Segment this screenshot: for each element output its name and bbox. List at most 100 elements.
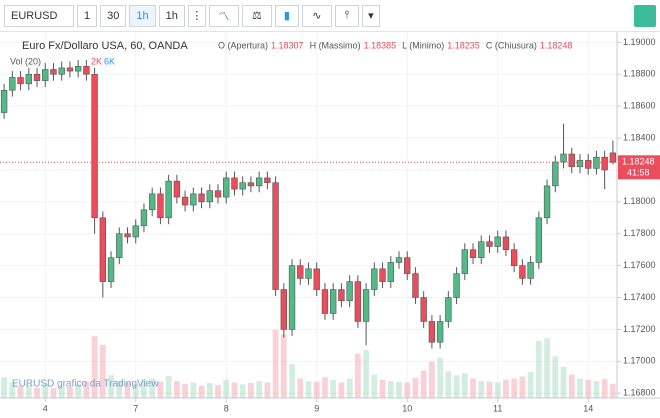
volume-bar	[1, 377, 7, 398]
candles	[0, 59, 617, 349]
candle-body	[412, 273, 419, 298]
candle-body	[50, 69, 57, 75]
volume-bar	[132, 383, 139, 398]
volume-bar	[239, 384, 246, 398]
volume-bar	[445, 371, 452, 398]
candle-body	[58, 67, 65, 75]
volume-bar	[198, 385, 205, 398]
snapshot-button[interactable]	[634, 5, 656, 27]
volume-bar	[412, 377, 419, 398]
volume-bar	[75, 384, 82, 398]
candle-body	[527, 262, 534, 279]
volume-bar	[560, 366, 567, 398]
volume-bar	[519, 376, 526, 398]
volume-bar	[313, 381, 320, 398]
ohlc-label: H (Massimo)	[310, 40, 361, 50]
volume-bar	[322, 377, 328, 398]
volume-bar	[231, 382, 238, 398]
candle-body	[42, 69, 49, 81]
candle-body	[445, 297, 452, 322]
y-tick-label: 1.17600	[623, 260, 656, 270]
interval-button[interactable]: 30	[100, 4, 127, 27]
y-tick-label: 1.18400	[623, 132, 656, 142]
bar-style-button[interactable]: ⫯	[334, 4, 359, 27]
volume-bar	[330, 379, 337, 398]
candle-body	[99, 217, 107, 282]
candle-body	[25, 73, 32, 85]
volume-bar	[25, 385, 32, 398]
interval-button[interactable]: 1	[77, 4, 98, 27]
interval-button[interactable]: 1h	[129, 4, 156, 27]
candle-body	[140, 209, 148, 227]
dropdown-button[interactable]: ▾	[361, 4, 380, 27]
candle-body	[609, 152, 617, 163]
volume-bar	[116, 381, 123, 398]
volume-bar	[272, 329, 279, 398]
volume-stat: 2K	[91, 56, 102, 66]
candle-body	[116, 233, 123, 258]
countdown-label: 41:58	[627, 168, 650, 178]
candle-body	[395, 257, 403, 263]
candle-body	[206, 190, 213, 203]
volume-bar	[494, 382, 501, 398]
candle-body	[453, 273, 460, 298]
volume-bar	[223, 379, 230, 398]
y-tick-label: 1.17000	[623, 356, 656, 366]
volume-bar	[404, 382, 411, 398]
candle-body	[190, 193, 197, 206]
indicator-button[interactable]: 〽	[208, 4, 239, 27]
volume-bar	[297, 378, 304, 398]
candle-body	[560, 153, 567, 163]
volume-bar	[601, 379, 608, 398]
candle-body	[107, 257, 115, 282]
volume-bar	[437, 357, 444, 398]
last-price-tag	[618, 155, 660, 180]
candle-body	[181, 196, 189, 206]
volume-bar	[544, 338, 550, 398]
volume-bar	[173, 381, 180, 398]
grid	[0, 32, 617, 398]
candle-body	[461, 249, 468, 274]
candle-body	[420, 297, 427, 322]
candle-body	[231, 177, 238, 190]
volume-bar	[108, 375, 114, 398]
candle-body	[387, 262, 394, 282]
volume-bar	[387, 381, 394, 398]
menu-button[interactable]: ⋮	[187, 4, 206, 27]
volume-bar	[157, 381, 164, 398]
candle-body	[297, 265, 304, 279]
candle-body	[288, 265, 296, 330]
candle-style-button[interactable]: ▮	[274, 4, 299, 27]
candle-body	[362, 289, 370, 322]
interval-button[interactable]: 1h	[158, 4, 185, 27]
volume-bar	[346, 378, 353, 398]
volume-bar	[124, 382, 131, 398]
volume-bar	[461, 373, 468, 398]
symbol-input[interactable]: EURUSD	[4, 4, 74, 27]
volume-bar	[354, 353, 361, 398]
y-tick-label: 1.17200	[623, 324, 656, 334]
candle-body	[157, 193, 164, 219]
volume-bar	[363, 349, 369, 398]
volume-bar	[379, 379, 386, 398]
volume-stat: 6K	[104, 56, 115, 66]
volume-bar	[141, 379, 147, 398]
volume-bar	[396, 381, 402, 398]
ohlc-value: 1.18307	[271, 40, 304, 50]
candle-body	[478, 241, 485, 258]
candle-body	[428, 321, 436, 343]
line-style-button[interactable]: ∿	[301, 4, 332, 27]
volume-bar	[338, 382, 345, 398]
candle-body	[17, 77, 24, 85]
candle-body	[576, 160, 584, 168]
volume-bar	[215, 385, 221, 398]
x-tick-label: 4	[43, 403, 48, 413]
candle-body	[247, 182, 255, 187]
candle-body	[66, 67, 74, 72]
chart: Euro Fx/Dollaro USA, 60, OANDA O (Apertu…	[0, 32, 660, 418]
volume-bar	[527, 372, 534, 398]
y-tick-label: 1.16800	[623, 388, 656, 398]
candle-body	[593, 156, 600, 169]
candle-body	[173, 180, 181, 198]
compare-button[interactable]: ⚖	[241, 4, 272, 27]
